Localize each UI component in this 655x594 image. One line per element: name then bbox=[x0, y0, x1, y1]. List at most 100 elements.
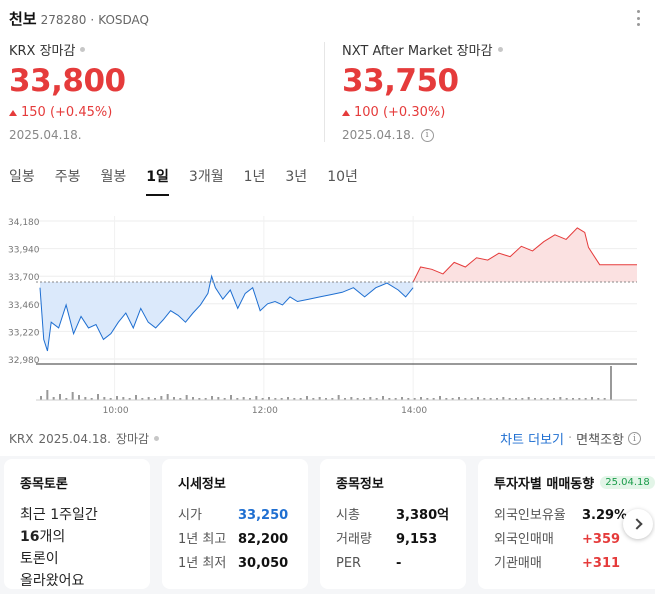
volume-bar bbox=[261, 398, 264, 400]
stock-header: 천보 278280 · KOSDAQ bbox=[9, 8, 149, 29]
status-dot-icon bbox=[497, 47, 503, 52]
chart-source-line: KRX 2025.04.18. 장마감 bbox=[9, 430, 160, 447]
investor-card[interactable]: 투자자별 매매동향 25.04.18 외국인보유율 3.29% 외국인매매 +359 … bbox=[478, 459, 655, 589]
stock-name: 천보 bbox=[9, 10, 37, 28]
investor-row: 외국인매매 +359 bbox=[494, 528, 652, 552]
card-title: 시세정보 bbox=[178, 477, 226, 492]
volume-bar bbox=[572, 398, 574, 400]
row-key: 1년 최고 bbox=[178, 532, 227, 547]
tab-5[interactable]: 1년 bbox=[243, 169, 266, 185]
more-options-icon[interactable] bbox=[637, 10, 641, 26]
tab-7[interactable]: 10년 bbox=[327, 169, 358, 185]
volume-bar bbox=[211, 396, 213, 400]
volume-bar bbox=[217, 397, 220, 400]
price-chart[interactable]: 34,180 33,940 33,700 33,460 33,220 32,980 10:0… bbox=[0, 206, 655, 418]
next-card-button[interactable] bbox=[623, 509, 653, 539]
volume-bar bbox=[502, 397, 505, 400]
volume-bar bbox=[128, 398, 131, 400]
period-tabs: 일봉 주봉 월봉 1일 3개월 1년 3년 10년 bbox=[9, 166, 378, 196]
volume-bar bbox=[52, 397, 55, 400]
row-value: 3,380억 bbox=[396, 508, 450, 523]
tab-0[interactable]: 일봉 bbox=[9, 169, 35, 185]
volume-bar bbox=[223, 398, 226, 400]
investor-row: 외국인보유율 3.29% bbox=[494, 504, 652, 528]
info-icon[interactable]: i bbox=[420, 128, 434, 142]
volume-bar bbox=[508, 398, 511, 400]
volume-bar bbox=[268, 397, 270, 400]
volume-bar bbox=[477, 397, 479, 400]
volume-bar bbox=[521, 398, 524, 400]
row-key: 외국인보유율 bbox=[494, 508, 566, 523]
krx-date: 2025.04.18. bbox=[9, 128, 82, 142]
volume-bar bbox=[534, 398, 536, 400]
header-separator: · bbox=[90, 13, 95, 27]
card-title: 투자자별 매매동향 25.04.18 bbox=[494, 473, 655, 492]
card-title: 종목토론 bbox=[20, 477, 68, 492]
volume-bar bbox=[40, 396, 42, 400]
volume-bar bbox=[179, 398, 182, 400]
stock-info-card[interactable]: 종목정보 시총 3,380억 거래량 9,153 PER - bbox=[320, 459, 466, 589]
date-badge: 25.04.18 bbox=[600, 476, 655, 489]
nxt-price-block: NXT After Market 장마감 33,750 100 (+0.30%)… bbox=[342, 40, 503, 142]
volume-bar bbox=[388, 398, 391, 400]
info-icon[interactable]: i bbox=[628, 432, 641, 445]
nxt-date-text: 2025.04.18. bbox=[342, 128, 415, 142]
card-title: 종목정보 bbox=[336, 477, 384, 492]
volume-bar bbox=[546, 398, 549, 400]
volume-bar bbox=[242, 397, 245, 400]
tab-1[interactable]: 주봉 bbox=[54, 169, 81, 185]
volume-bar bbox=[306, 396, 308, 400]
volume-bar bbox=[59, 394, 61, 400]
quote-card[interactable]: 시세정보 시가 33,250 1년 최고 82,200 1년 최저 30,050 bbox=[162, 459, 308, 589]
volume-bar bbox=[432, 398, 435, 400]
summary-cards: 종목토론 최근 1주일간 16개의 토론이 올라왔어요 시세정보 시가 33,25… bbox=[0, 456, 655, 594]
nxt-change-text: 100 (+0.30%) bbox=[354, 105, 446, 120]
volume-bar bbox=[603, 398, 606, 400]
volume-bar bbox=[325, 398, 327, 400]
disclaimer-link[interactable]: 면책조항 bbox=[576, 433, 624, 448]
tab-4[interactable]: 3개월 bbox=[188, 169, 224, 185]
volume-bar bbox=[382, 396, 384, 400]
volume-bar bbox=[369, 397, 372, 400]
chevron-right-icon bbox=[630, 518, 643, 530]
discussion-line3: 토론이 bbox=[20, 551, 59, 567]
investor-title: 투자자별 매매동향 bbox=[494, 477, 595, 492]
volume-bar bbox=[451, 398, 454, 400]
tab-3[interactable]: 1일 bbox=[146, 166, 169, 196]
link-separator: · bbox=[568, 431, 573, 446]
krx-price-block: KRX 장마감 33,800 150 (+0.45%) 2025.04.18. bbox=[9, 40, 126, 142]
volume-bar bbox=[160, 396, 163, 400]
status-dot-icon bbox=[154, 436, 160, 441]
volume-bar bbox=[458, 397, 460, 400]
volume-bar bbox=[103, 397, 106, 400]
volume-bar bbox=[464, 398, 467, 400]
y-tick-label: 33,700 bbox=[8, 273, 40, 283]
volume-bar bbox=[597, 398, 600, 400]
volume-bar bbox=[540, 398, 543, 400]
tab-6[interactable]: 3년 bbox=[285, 169, 308, 185]
volume-bar bbox=[198, 398, 201, 400]
discussion-line1: 최근 1주일간 bbox=[20, 507, 98, 523]
row-key: PER bbox=[336, 556, 362, 571]
volume-bar bbox=[407, 398, 410, 400]
volume-bar bbox=[274, 398, 277, 400]
volume-bar bbox=[287, 397, 289, 400]
krx-change-text: 150 (+0.45%) bbox=[21, 105, 113, 120]
source-market: KRX bbox=[9, 431, 34, 446]
nxt-date: 2025.04.18. i bbox=[342, 128, 503, 142]
nxt-label: NXT After Market 장마감 bbox=[342, 40, 503, 59]
volume-bar bbox=[413, 398, 416, 400]
chart-more-link[interactable]: 차트 더보기 bbox=[500, 433, 565, 448]
krx-change: 150 (+0.45%) bbox=[9, 105, 126, 120]
nxt-price: 33,750 bbox=[342, 63, 459, 99]
status-dot-icon bbox=[80, 47, 86, 52]
volume-bar bbox=[173, 397, 175, 400]
tab-2[interactable]: 월봉 bbox=[100, 169, 127, 185]
volume-bar bbox=[97, 394, 99, 400]
volume-bar bbox=[299, 398, 302, 400]
info-row: PER - bbox=[336, 552, 450, 576]
discussion-card[interactable]: 종목토론 최근 1주일간 16개의 토론이 올라왔어요 bbox=[4, 459, 150, 589]
volume-bar bbox=[578, 398, 581, 400]
up-triangle-icon bbox=[9, 109, 17, 116]
volume-bar bbox=[483, 398, 486, 400]
